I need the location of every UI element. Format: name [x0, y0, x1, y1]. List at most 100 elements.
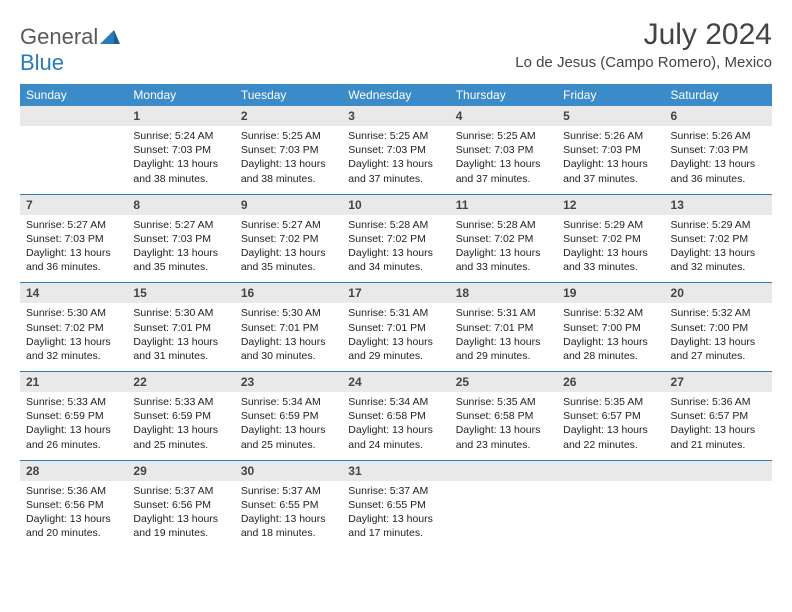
day-details: Sunrise: 5:33 AMSunset: 6:59 PMDaylight:… [127, 392, 234, 460]
sunrise-text: Sunrise: 5:33 AM [133, 395, 228, 409]
sunrise-text: Sunrise: 5:29 AM [563, 218, 658, 232]
day-details: Sunrise: 5:37 AMSunset: 6:55 PMDaylight:… [342, 481, 449, 549]
sunrise-text: Sunrise: 5:26 AM [671, 129, 766, 143]
day-details: Sunrise: 5:31 AMSunset: 7:01 PMDaylight:… [342, 303, 449, 371]
day-header-row: Sunday Monday Tuesday Wednesday Thursday… [20, 84, 772, 106]
day-number: 5 [557, 106, 664, 126]
sunset-text: Sunset: 6:55 PM [348, 498, 443, 512]
daylight-text: Daylight: 13 hours and 21 minutes. [671, 423, 766, 451]
daylight-text: Daylight: 13 hours and 27 minutes. [671, 335, 766, 363]
day-number: 15 [127, 283, 234, 303]
sunset-text: Sunset: 6:57 PM [671, 409, 766, 423]
day-details [20, 126, 127, 188]
sunset-text: Sunset: 7:01 PM [133, 321, 228, 335]
day-details: Sunrise: 5:29 AMSunset: 7:02 PMDaylight:… [557, 215, 664, 283]
day-number: 4 [450, 106, 557, 126]
calendar-week: 1Sunrise: 5:24 AMSunset: 7:03 PMDaylight… [20, 106, 772, 195]
daylight-text: Daylight: 13 hours and 35 minutes. [133, 246, 228, 274]
day-header-cell: Saturday [665, 84, 772, 106]
day-header-cell: Monday [127, 84, 234, 106]
daylight-text: Daylight: 13 hours and 18 minutes. [241, 512, 336, 540]
daylight-text: Daylight: 13 hours and 19 minutes. [133, 512, 228, 540]
sunset-text: Sunset: 7:03 PM [26, 232, 121, 246]
day-number: 28 [20, 461, 127, 481]
calendar-week: 21Sunrise: 5:33 AMSunset: 6:59 PMDayligh… [20, 372, 772, 461]
sunrise-text: Sunrise: 5:28 AM [348, 218, 443, 232]
day-number: 6 [665, 106, 772, 126]
sunset-text: Sunset: 6:56 PM [133, 498, 228, 512]
calendar-cell: 9Sunrise: 5:27 AMSunset: 7:02 PMDaylight… [235, 195, 342, 283]
sunset-text: Sunset: 7:02 PM [241, 232, 336, 246]
day-number: 8 [127, 195, 234, 215]
day-details: Sunrise: 5:31 AMSunset: 7:01 PMDaylight:… [450, 303, 557, 371]
sunset-text: Sunset: 7:02 PM [671, 232, 766, 246]
day-number: 17 [342, 283, 449, 303]
brand-logo: General Blue [20, 24, 120, 76]
day-number: 27 [665, 372, 772, 392]
daylight-text: Daylight: 13 hours and 23 minutes. [456, 423, 551, 451]
calendar-cell [450, 461, 557, 549]
sunrise-text: Sunrise: 5:35 AM [456, 395, 551, 409]
sunrise-text: Sunrise: 5:37 AM [133, 484, 228, 498]
calendar-cell: 22Sunrise: 5:33 AMSunset: 6:59 PMDayligh… [127, 372, 234, 460]
daylight-text: Daylight: 13 hours and 37 minutes. [563, 157, 658, 185]
calendar-cell [20, 106, 127, 194]
sunset-text: Sunset: 6:59 PM [241, 409, 336, 423]
daylight-text: Daylight: 13 hours and 26 minutes. [26, 423, 121, 451]
day-number: 26 [557, 372, 664, 392]
sunrise-text: Sunrise: 5:26 AM [563, 129, 658, 143]
sunrise-text: Sunrise: 5:37 AM [348, 484, 443, 498]
sunrise-text: Sunrise: 5:27 AM [133, 218, 228, 232]
daylight-text: Daylight: 13 hours and 33 minutes. [456, 246, 551, 274]
calendar-cell: 7Sunrise: 5:27 AMSunset: 7:03 PMDaylight… [20, 195, 127, 283]
sunset-text: Sunset: 7:02 PM [456, 232, 551, 246]
sunrise-text: Sunrise: 5:25 AM [348, 129, 443, 143]
daylight-text: Daylight: 13 hours and 33 minutes. [563, 246, 658, 274]
sunrise-text: Sunrise: 5:25 AM [241, 129, 336, 143]
day-details: Sunrise: 5:30 AMSunset: 7:02 PMDaylight:… [20, 303, 127, 371]
day-details: Sunrise: 5:37 AMSunset: 6:56 PMDaylight:… [127, 481, 234, 549]
day-number: 21 [20, 372, 127, 392]
day-number: 18 [450, 283, 557, 303]
day-details: Sunrise: 5:34 AMSunset: 6:59 PMDaylight:… [235, 392, 342, 460]
daylight-text: Daylight: 13 hours and 36 minutes. [671, 157, 766, 185]
sunset-text: Sunset: 7:03 PM [241, 143, 336, 157]
calendar-cell: 20Sunrise: 5:32 AMSunset: 7:00 PMDayligh… [665, 283, 772, 371]
day-details: Sunrise: 5:30 AMSunset: 7:01 PMDaylight:… [127, 303, 234, 371]
calendar-cell: 21Sunrise: 5:33 AMSunset: 6:59 PMDayligh… [20, 372, 127, 460]
calendar-cell: 19Sunrise: 5:32 AMSunset: 7:00 PMDayligh… [557, 283, 664, 371]
daylight-text: Daylight: 13 hours and 37 minutes. [456, 157, 551, 185]
sunrise-text: Sunrise: 5:30 AM [241, 306, 336, 320]
day-number: 16 [235, 283, 342, 303]
sunset-text: Sunset: 6:56 PM [26, 498, 121, 512]
sunrise-text: Sunrise: 5:28 AM [456, 218, 551, 232]
weeks-container: 1Sunrise: 5:24 AMSunset: 7:03 PMDaylight… [20, 106, 772, 548]
day-number: 19 [557, 283, 664, 303]
sunrise-text: Sunrise: 5:37 AM [241, 484, 336, 498]
day-details: Sunrise: 5:25 AMSunset: 7:03 PMDaylight:… [235, 126, 342, 194]
sunrise-text: Sunrise: 5:30 AM [26, 306, 121, 320]
calendar-cell: 17Sunrise: 5:31 AMSunset: 7:01 PMDayligh… [342, 283, 449, 371]
day-number: 9 [235, 195, 342, 215]
day-details: Sunrise: 5:34 AMSunset: 6:58 PMDaylight:… [342, 392, 449, 460]
month-title: July 2024 [515, 18, 772, 52]
calendar-cell: 24Sunrise: 5:34 AMSunset: 6:58 PMDayligh… [342, 372, 449, 460]
daylight-text: Daylight: 13 hours and 17 minutes. [348, 512, 443, 540]
calendar-cell: 26Sunrise: 5:35 AMSunset: 6:57 PMDayligh… [557, 372, 664, 460]
sunset-text: Sunset: 6:58 PM [348, 409, 443, 423]
calendar-cell: 28Sunrise: 5:36 AMSunset: 6:56 PMDayligh… [20, 461, 127, 549]
calendar-cell: 18Sunrise: 5:31 AMSunset: 7:01 PMDayligh… [450, 283, 557, 371]
daylight-text: Daylight: 13 hours and 32 minutes. [26, 335, 121, 363]
calendar-cell: 2Sunrise: 5:25 AMSunset: 7:03 PMDaylight… [235, 106, 342, 194]
sunrise-text: Sunrise: 5:31 AM [348, 306, 443, 320]
day-number: 3 [342, 106, 449, 126]
day-number: 23 [235, 372, 342, 392]
day-details: Sunrise: 5:36 AMSunset: 6:57 PMDaylight:… [665, 392, 772, 460]
page-header: General Blue July 2024 Lo de Jesus (Camp… [20, 18, 772, 76]
daylight-text: Daylight: 13 hours and 30 minutes. [241, 335, 336, 363]
sunrise-text: Sunrise: 5:36 AM [26, 484, 121, 498]
calendar-week: 14Sunrise: 5:30 AMSunset: 7:02 PMDayligh… [20, 283, 772, 372]
day-number [665, 461, 772, 481]
calendar-cell: 11Sunrise: 5:28 AMSunset: 7:02 PMDayligh… [450, 195, 557, 283]
sunrise-text: Sunrise: 5:29 AM [671, 218, 766, 232]
